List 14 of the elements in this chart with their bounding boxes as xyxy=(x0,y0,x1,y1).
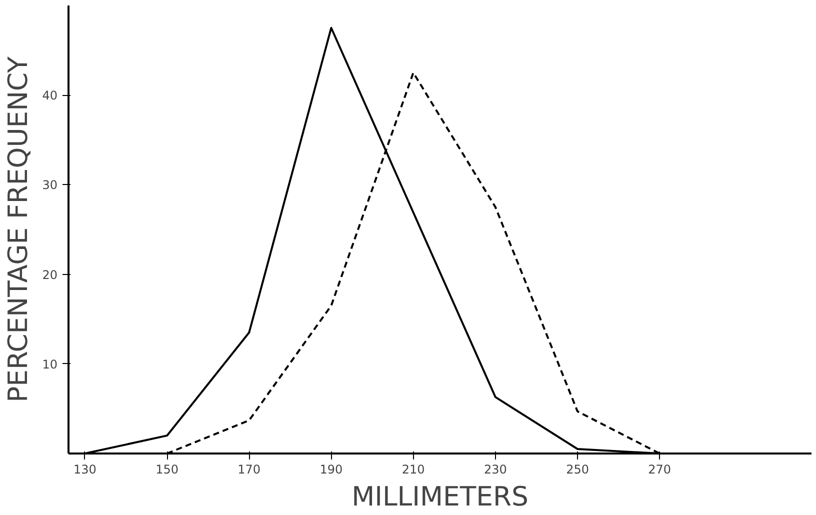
y-tick-label: 40 xyxy=(42,88,58,103)
y-axis-title: PERCENTAGE FREQUENCY xyxy=(3,56,34,402)
y-tick-label: 10 xyxy=(42,357,58,372)
x-tick-label: 150 xyxy=(156,462,178,476)
x-tick-label: 170 xyxy=(238,462,261,476)
x-tick-label: 250 xyxy=(566,462,589,476)
x-tick-label: 210 xyxy=(402,462,425,476)
y-tick-label: 20 xyxy=(42,268,58,282)
x-axis-title: MILLIMETERS xyxy=(352,482,528,512)
x-tick-label: 190 xyxy=(320,462,343,476)
x-tick-label: 130 xyxy=(73,462,96,476)
y-tick-label: 30 xyxy=(42,178,58,192)
x-tick-label: 230 xyxy=(484,462,507,476)
x-tick-label: 270 xyxy=(648,462,672,476)
